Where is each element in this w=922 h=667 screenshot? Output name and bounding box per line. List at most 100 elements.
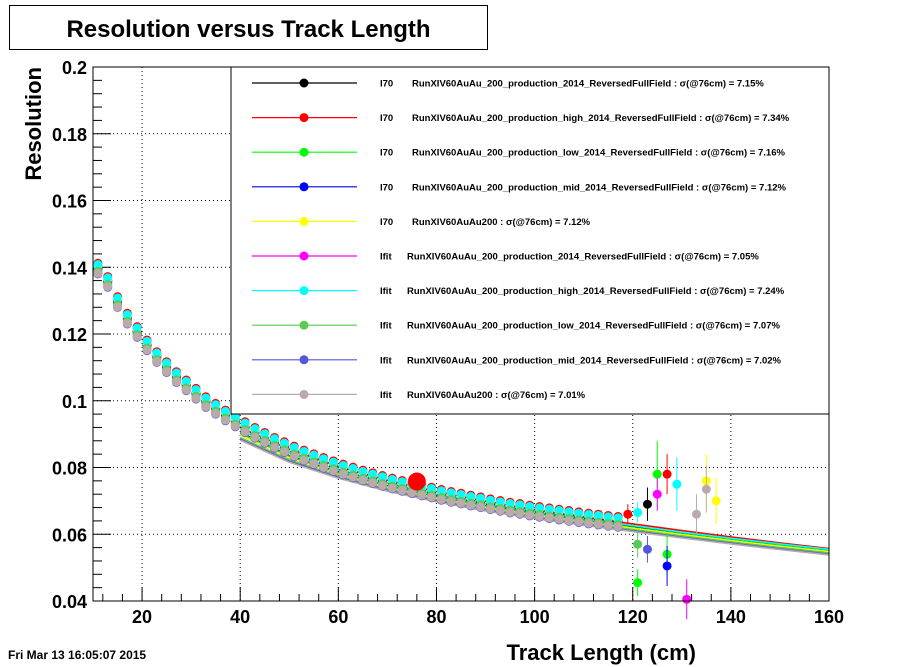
data-point [574,508,584,518]
data-point [142,336,152,346]
data-point [466,500,476,510]
data-point [348,472,358,482]
data-point [122,318,132,328]
data-point [338,460,348,470]
data-point [279,438,289,448]
data-point [613,522,623,532]
x-tick-label: 120 [618,607,648,627]
data-point [613,513,623,523]
data-point [230,412,240,422]
data-point [525,502,535,512]
legend-entry: RunXIV60AuAu200 : σ(@76cm) = 7.12% [412,217,591,228]
data-point [554,514,564,524]
data-point [593,519,603,529]
legend-method: I70 [380,217,393,228]
data-point [171,377,181,387]
data-point [564,507,574,517]
data-point [211,408,221,418]
data-point [515,500,525,510]
data-point [515,509,525,519]
x-tick-label: 140 [716,607,746,627]
data-point [289,442,299,452]
data-point [309,450,319,460]
data-point [387,483,397,493]
y-tick-label: 0.2 [62,58,87,78]
data-point [446,488,456,498]
data-point [701,484,711,494]
data-point [152,357,162,367]
data-point [368,478,378,488]
data-point [603,512,613,522]
data-point [358,475,368,485]
data-point [417,490,427,500]
legend-method: I70 [380,113,393,124]
data-point [476,493,486,503]
legend-method: Ifit [380,390,392,401]
data-point [181,376,191,386]
legend-method: I70 [380,182,393,193]
data-point [397,486,407,496]
data-point [476,502,486,512]
data-point [191,385,201,395]
data-point [633,508,643,518]
chart-title-box: Resolution versus Track Length [9,5,488,50]
data-point [142,345,152,355]
data-point [662,469,672,479]
data-point [652,489,662,499]
legend-method: Ifit [380,355,392,366]
data-point [544,513,554,523]
data-point [260,437,270,447]
x-tick-label: 100 [520,607,550,627]
data-point [574,517,584,527]
y-tick-label: 0.1 [62,392,87,412]
legend-marker [299,147,309,157]
legend-marker [299,216,309,226]
legend-marker [299,389,309,399]
data-point [692,509,702,519]
data-point [358,467,368,477]
data-point [662,561,672,571]
data-point [122,310,132,320]
highlight-point [407,472,426,491]
data-point [240,427,250,437]
data-point [220,415,230,425]
legend-marker [299,113,309,123]
data-point [132,332,142,342]
data-point [397,477,407,487]
data-point [672,479,682,489]
data-point [544,504,554,514]
data-point [270,434,280,444]
data-point [348,464,358,474]
data-point [162,367,172,377]
data-point [152,348,162,358]
data-point [132,323,142,333]
data-point [446,497,456,507]
data-point [466,492,476,502]
y-tick-label: 0.08 [52,459,87,479]
data-point [456,498,466,508]
data-point [436,486,446,496]
data-point [260,429,270,439]
data-point [279,447,289,457]
data-point [377,481,387,491]
data-point [584,518,594,528]
data-point [368,469,378,479]
legend-entry: RunXIV60AuAu_200_production_high_2014_Re… [407,286,785,297]
legend-marker [299,355,309,365]
x-tick-label: 60 [328,607,348,627]
data-point [633,578,643,588]
data-point [289,451,299,461]
data-point [201,393,211,403]
fit-curve [239,438,830,556]
data-point [250,424,260,434]
fit-curve [239,426,830,550]
legend-entry: RunXIV60AuAu_200_production_mid_2014_Rev… [407,355,782,366]
data-point [299,446,309,456]
x-tick-label: 80 [426,607,446,627]
fit-curve [239,439,830,556]
data-point [240,418,250,428]
data-point [485,495,495,505]
data-point [495,497,505,507]
data-point [456,490,466,500]
